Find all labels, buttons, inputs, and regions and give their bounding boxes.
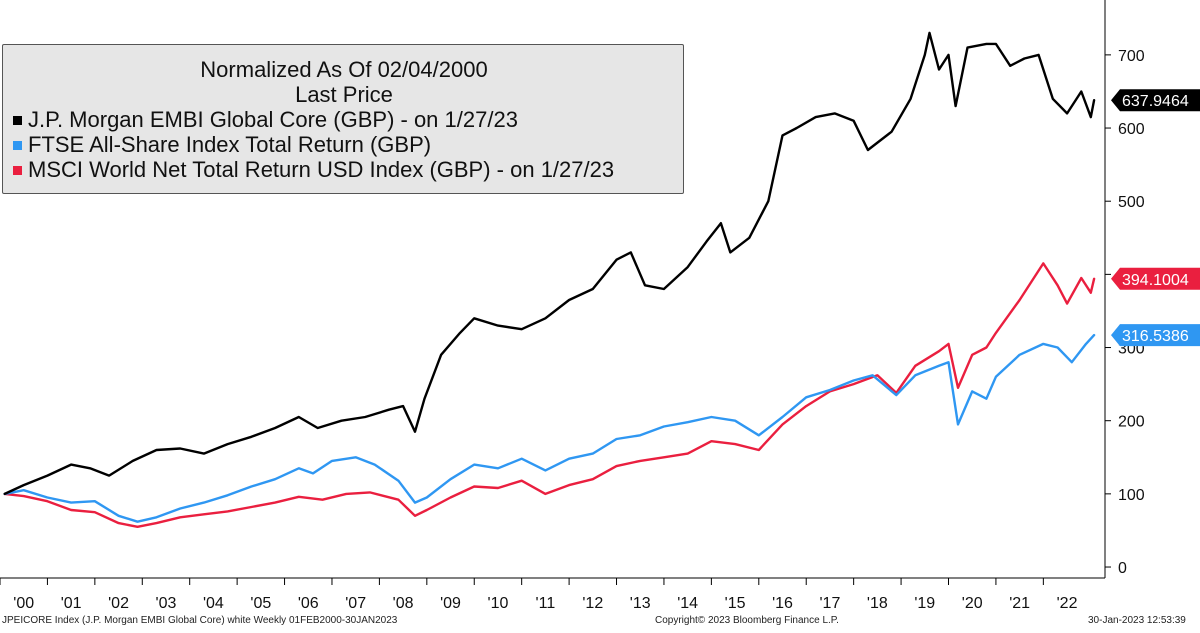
x-tick-label: '15	[725, 595, 746, 612]
x-tick-label: '10	[488, 595, 509, 612]
last-value-label: 316.5386	[1122, 328, 1189, 345]
last-value-tag	[1111, 267, 1200, 290]
x-tick-label: '18	[867, 595, 888, 612]
x-tick-label: '03	[156, 595, 177, 612]
legend-label-msci: MSCI World Net Total Return USD Index (G…	[28, 157, 615, 182]
y-tick-label: 700	[1118, 48, 1145, 65]
last-value-label: 637.9464	[1122, 93, 1189, 110]
footer-copyright: Copyright© 2023 Bloomberg Finance L.P.	[655, 615, 839, 626]
legend-item-jpm-embi: J.P. Morgan EMBI Global Core (GBP) - on …	[13, 107, 518, 133]
x-tick-label: '21	[1009, 595, 1030, 612]
x-tick-label: '07	[345, 595, 366, 612]
last-value-label: 394.1004	[1122, 272, 1189, 289]
x-tick-label: '19	[914, 595, 935, 612]
y-tick-label: 200	[1118, 414, 1145, 431]
legend: Normalized As Of 02/04/2000 Last Price J…	[2, 44, 684, 194]
x-tick-label: '20	[962, 595, 983, 612]
x-tick-label: '16	[772, 595, 793, 612]
x-tick-label: '02	[108, 595, 129, 612]
x-tick-label: '17	[820, 595, 841, 612]
last-value-tag	[1111, 89, 1200, 112]
x-tick-label: '01	[61, 595, 82, 612]
x-tick-label: '04	[203, 595, 224, 612]
series-layer	[3, 31, 1096, 528]
x-tick-label: '12	[582, 595, 603, 612]
chart-axes	[0, 0, 1106, 579]
x-tick-label: '22	[1057, 595, 1078, 612]
y-tick-label: 600	[1118, 121, 1145, 138]
legend-label-ftse: FTSE All-Share Index Total Return (GBP)	[28, 132, 432, 157]
x-tick-label: '08	[393, 595, 414, 612]
legend-subtitle: Last Price	[295, 82, 393, 107]
y-tick-label: 100	[1118, 487, 1145, 504]
x-tick-label: '13	[630, 595, 651, 612]
legend-item-ftse: FTSE All-Share Index Total Return (GBP)	[13, 132, 431, 158]
legend-swatch-jpm-embi	[13, 115, 22, 125]
last-value-tag	[1111, 324, 1200, 347]
legend-item-msci: MSCI World Net Total Return USD Index (G…	[13, 157, 614, 183]
x-tick-label: '14	[677, 595, 698, 612]
last-value-tag-layer: 637.9464 316.5386 394.1004	[1111, 89, 1200, 347]
x-tick-label: '09	[440, 595, 461, 612]
x-tick-layer: '00 '01 '02 '03 '04 '05 '06 '07 '08 '09 '10 '11 '12 '…	[0, 578, 1078, 612]
legend-swatch-msci	[13, 165, 22, 175]
legend-swatch-ftse	[13, 140, 22, 150]
legend-label-jpm-embi: J.P. Morgan EMBI Global Core (GBP) - on …	[28, 107, 518, 132]
y-tick-layer: 0100200300400500600700	[1105, 48, 1145, 577]
x-tick-label: '00	[13, 595, 34, 612]
x-tick-label: '05	[250, 595, 271, 612]
series-line-j-p-morgan-embi-global-c	[3, 31, 1096, 496]
y-tick-label: 500	[1118, 194, 1145, 211]
series-line-msci-world-net-total-ret	[3, 262, 1096, 528]
y-tick-label: 0	[1118, 560, 1127, 577]
x-tick-label: '11	[536, 595, 556, 612]
footer-timestamp: 30-Jan-2023 12:53:39	[1088, 615, 1186, 626]
series-line-ftse-all-share-index-tot	[3, 333, 1096, 523]
legend-title: Normalized As Of 02/04/2000	[200, 57, 488, 82]
footer-source: JPEICORE Index (J.P. Morgan EMBI Global …	[2, 615, 398, 626]
x-tick-label: '06	[298, 595, 319, 612]
